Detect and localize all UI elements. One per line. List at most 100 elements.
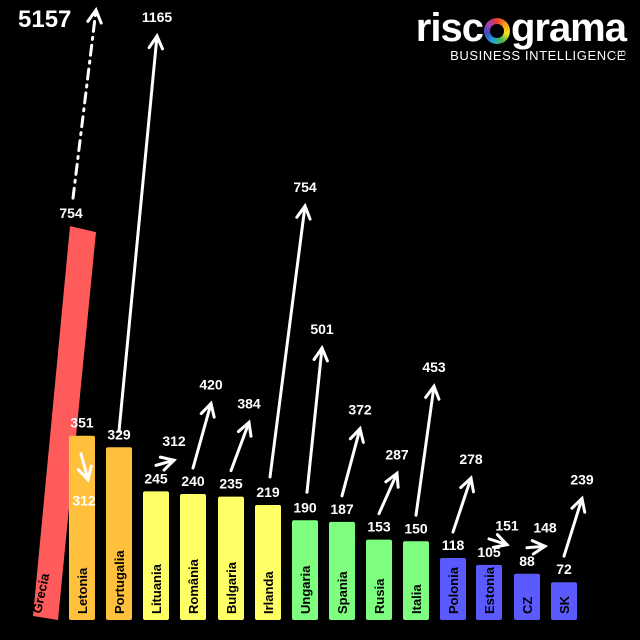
arrow-head [76, 464, 93, 483]
target-arrow [71, 8, 98, 200]
category-label: Lituania [149, 563, 164, 614]
category-label: Spania [335, 571, 350, 614]
category-label: Bulgaria [224, 561, 239, 614]
category-label: Polonia [446, 566, 461, 614]
bar-group-7: Ungaria 190 501 [292, 321, 334, 620]
target-label: 239 [570, 472, 594, 488]
bar-group-3: Lituania 245 312 [143, 433, 186, 620]
target-arrow [117, 34, 159, 433]
bar-group-9: Rusia 153 287 [366, 446, 409, 620]
target-arrow [229, 420, 251, 473]
target-arrow [79, 452, 90, 482]
bar-group-6: Irlanda 219 754 [255, 179, 317, 620]
value-label: 190 [293, 499, 317, 515]
category-label: CZ [520, 597, 535, 614]
category-label: Rusia [372, 578, 387, 614]
category-label: Estonia [482, 566, 497, 614]
target-arrow [377, 471, 399, 516]
value-label: 351 [70, 415, 94, 431]
value-label: 187 [330, 501, 354, 517]
target-label: 278 [459, 451, 483, 467]
value-label: 219 [256, 484, 280, 500]
value-label: 72 [556, 561, 572, 577]
target-label: 453 [422, 359, 446, 375]
value-label: 88 [519, 553, 535, 569]
target-label: 384 [237, 395, 261, 411]
category-label: Letonia [75, 567, 90, 614]
arrow-head [295, 202, 312, 221]
category-label: SK [557, 595, 572, 614]
arrow-head [491, 533, 510, 549]
bar-group-14: SK 72 239 [551, 472, 594, 620]
bar [180, 494, 206, 620]
arrow-head [570, 495, 587, 514]
target-label: 151 [495, 518, 519, 534]
target-label: 148 [533, 519, 557, 535]
value-label: 754 [59, 205, 83, 221]
bar [106, 447, 132, 620]
bar-group-5: Bulgaria 235 384 [218, 395, 261, 620]
value-label: 240 [181, 473, 205, 489]
bar [403, 541, 429, 620]
arrow-head [312, 344, 329, 363]
brand-logo: risc grama .ro BUSINESS INTELLIGENCE [415, 4, 627, 63]
bar-group-11: Polonia 118 278 [440, 451, 483, 620]
grecia-target-label: 5157 [18, 6, 72, 33]
bar [440, 558, 466, 620]
bar [143, 491, 169, 620]
brand-name-left: risc [415, 6, 484, 50]
bar [292, 520, 318, 620]
target-arrow [451, 476, 473, 534]
target-label: 420 [199, 377, 223, 393]
value-label: 235 [219, 476, 243, 492]
bar [329, 521, 355, 620]
target-label: 312 [162, 433, 186, 449]
target-label: 501 [310, 321, 334, 337]
category-label: Italia [409, 584, 424, 614]
arrow-head [459, 475, 475, 494]
brand-name-right: grama [510, 6, 627, 50]
brand-tagline: BUSINESS INTELLIGENCE [450, 48, 626, 63]
target-arrow [487, 537, 509, 547]
category-label: România [186, 558, 201, 614]
target-arrow [414, 384, 436, 517]
target-label: 312 [72, 493, 96, 509]
brand-tld: .ro [614, 48, 626, 59]
arrow-head [348, 425, 365, 444]
bar [33, 226, 96, 620]
arrow-head [158, 455, 178, 472]
bar [476, 564, 502, 620]
bar-group-10: Italia 150 453 [403, 359, 446, 620]
category-label: Irlanda [261, 571, 276, 614]
bar-group-13: CZ 88 148 [514, 519, 557, 620]
bar [255, 505, 281, 620]
bar [218, 496, 244, 620]
bar-group-8: Spania 187 372 [329, 402, 372, 620]
bar-group-1: Letonia 351 312 [69, 415, 96, 620]
arrow-head [530, 539, 549, 556]
target-arrow [562, 497, 584, 558]
arrow-head [199, 400, 216, 419]
arrow-head [236, 419, 253, 438]
target-arrow [340, 427, 362, 498]
target-label: 1165 [142, 9, 173, 25]
target-label: 287 [385, 446, 409, 462]
target-label: 372 [348, 402, 372, 418]
brand-o-icon [483, 18, 510, 44]
bar [366, 539, 392, 620]
value-label: 329 [107, 426, 131, 442]
arrow-head [147, 32, 165, 51]
value-label: 118 [442, 537, 465, 553]
bar [514, 573, 540, 620]
bar [551, 582, 577, 620]
category-label: Portugalia [112, 550, 127, 614]
value-label: 150 [404, 520, 428, 536]
arrow-head [424, 383, 441, 401]
value-label: 153 [367, 519, 391, 535]
arrow-head [384, 470, 400, 489]
value-label: 245 [144, 470, 168, 486]
